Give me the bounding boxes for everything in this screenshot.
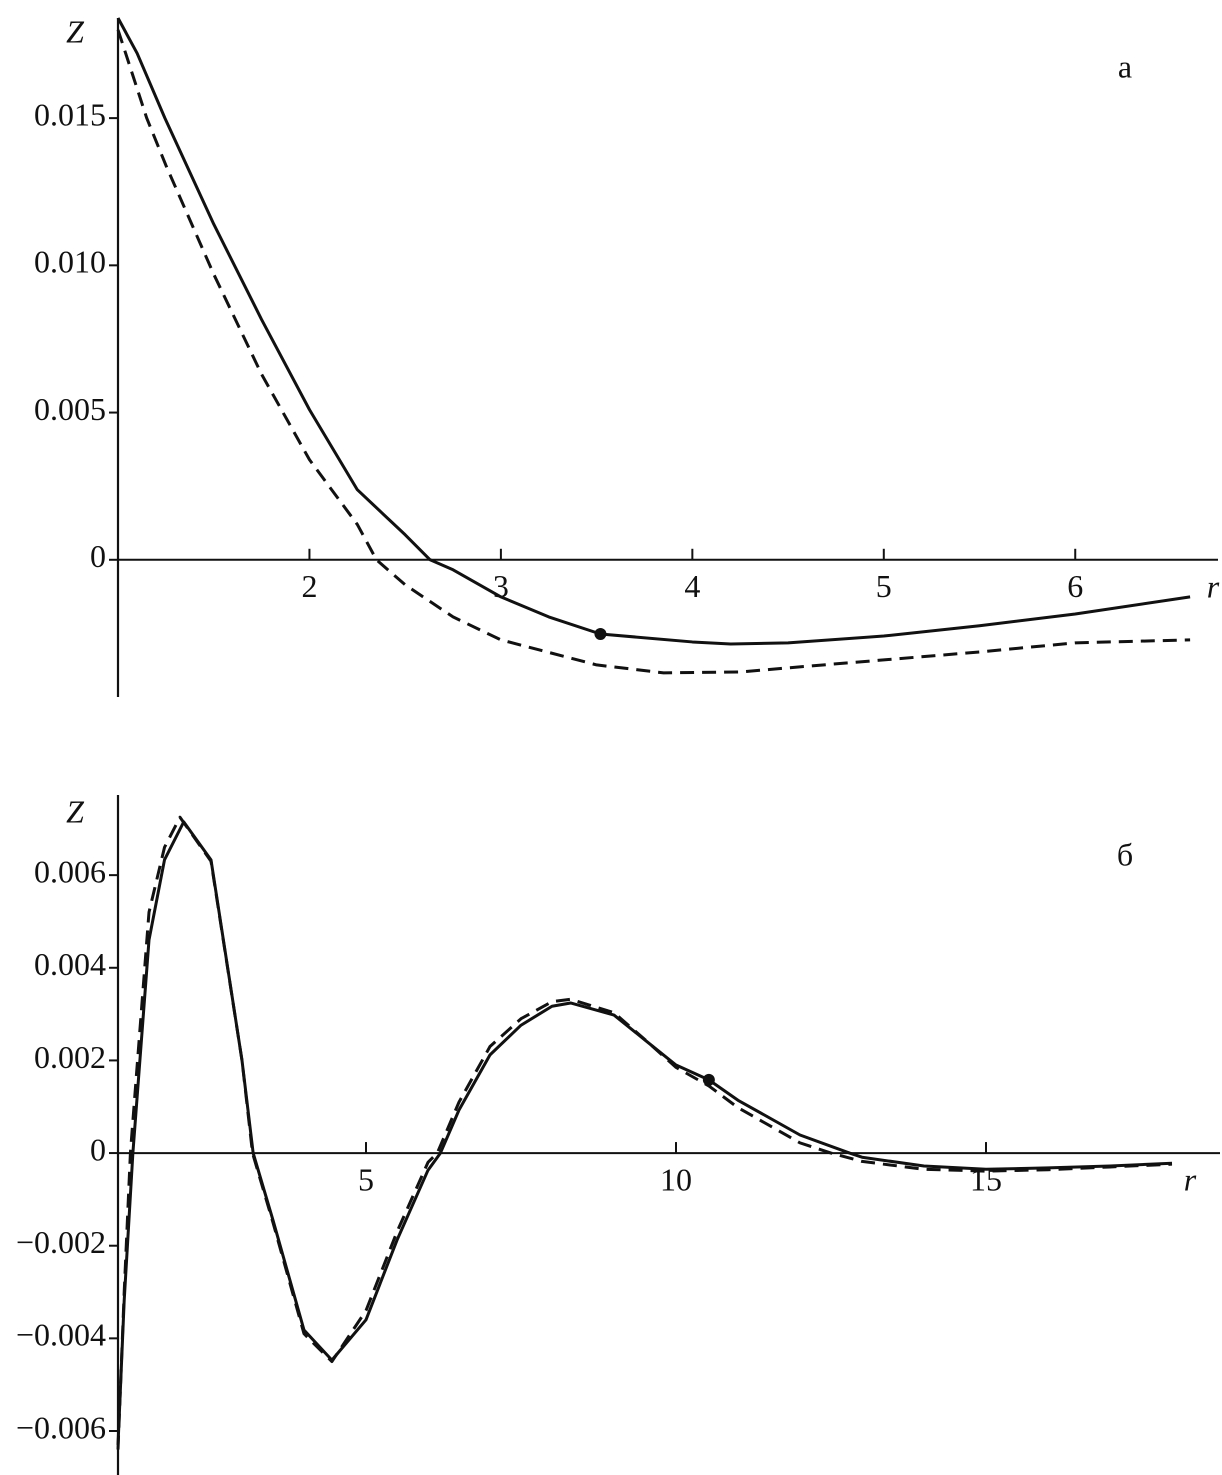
x-axis-label: r [1207,568,1220,604]
y-tick-label: 0 [90,1131,106,1167]
y-tick-label: 0 [90,538,106,574]
x-axis-label: r [1184,1161,1197,1197]
y-axis-label: Z [66,793,85,829]
y-tick-label: −0.006 [16,1409,106,1445]
x-tick-label: 15 [970,1161,1002,1197]
y-tick-label: −0.002 [16,1224,106,1260]
curve [116,29,1191,675]
x-tick-label: 4 [684,568,700,604]
curve [116,17,1191,646]
curve [116,815,1173,1450]
curve [116,820,1173,1445]
y-axis-label: Z [66,13,85,49]
y-tick-label: 0.006 [34,853,106,889]
y-tick-label: 0.015 [34,96,106,132]
x-tick-label: 5 [358,1161,374,1197]
x-tick-label: 2 [301,568,317,604]
marker-point [594,627,607,640]
y-tick-label: 0.010 [34,244,106,280]
marker-point [702,1073,715,1086]
panel-label: б [1117,836,1133,872]
y-tick-label: 0.005 [34,391,106,427]
x-tick-label: 10 [660,1161,692,1197]
x-tick-label: 6 [1067,568,1083,604]
x-tick-label: 5 [876,568,892,604]
y-tick-label: 0.002 [34,1039,106,1075]
y-tick-label: −0.004 [16,1317,106,1353]
y-tick-label: 0.004 [34,946,106,982]
panel-label: а [1118,48,1132,84]
